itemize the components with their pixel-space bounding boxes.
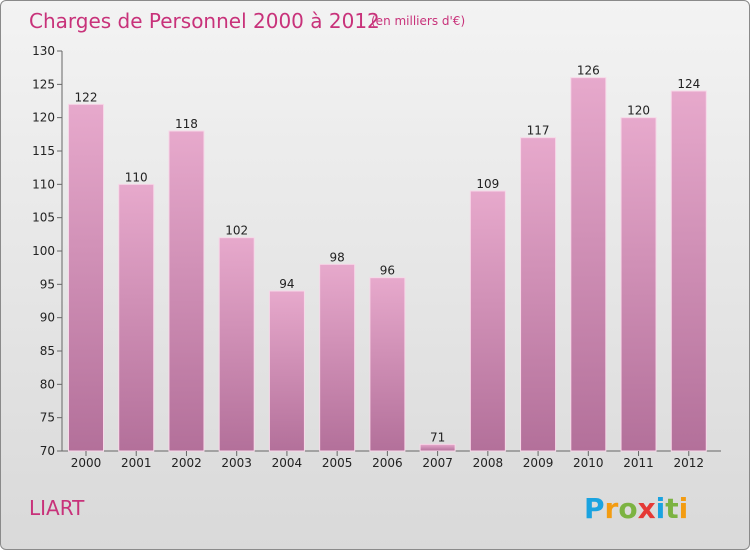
chart-subtitle: (en milliers d'€) [371, 14, 465, 28]
y-tick-label: 95 [40, 277, 55, 291]
value-label-2000: 122 [75, 90, 98, 104]
bar-2012 [670, 90, 707, 452]
commune-name: LIART [29, 496, 85, 520]
y-tick-label: 100 [32, 244, 55, 258]
bar-2001 [118, 183, 155, 452]
y-tick-label: 75 [40, 411, 55, 425]
x-ticks: 2000 2001 2002 2003 2004 2005 2006 2007 2008 2009… [71, 451, 704, 470]
bar-2004 [268, 290, 305, 452]
x-tick-label-2007: 2007 [422, 456, 453, 470]
value-label-2003: 102 [225, 224, 248, 238]
x-tick-label-2000: 2000 [71, 456, 102, 470]
y-tick-label: 85 [40, 344, 55, 358]
x-tick-label-2012: 2012 [673, 456, 704, 470]
svg-text:Proxiti: Proxiti [584, 492, 688, 525]
bars: 122 110 118 102 94 98 96 71 109 117 126 120 124 [68, 64, 707, 452]
x-tick-label-2003: 2003 [221, 456, 252, 470]
y-tick-label: 125 [32, 77, 55, 91]
y-tick-label: 110 [32, 177, 55, 191]
y-tick-label: 105 [32, 211, 55, 225]
y-ticks: 70 75 80 85 90 95 100 105 110 115 120 125 130 [32, 44, 62, 458]
y-tick-label: 130 [32, 44, 55, 58]
y-tick-label: 90 [40, 311, 55, 325]
value-label-2002: 118 [175, 117, 198, 131]
bar-2000 [68, 103, 104, 452]
x-tick-label-2010: 2010 [573, 456, 604, 470]
x-tick-label-2004: 2004 [272, 456, 303, 470]
bar-2002 [168, 130, 205, 452]
value-label-2004: 94 [279, 277, 294, 291]
x-tick-label-2005: 2005 [322, 456, 353, 470]
x-tick-label-2008: 2008 [473, 456, 504, 470]
x-tick-label-2001: 2001 [121, 456, 152, 470]
bar-2006 [369, 277, 406, 452]
y-tick-label: 80 [40, 377, 55, 391]
value-label-2011: 120 [627, 104, 650, 118]
value-label-2006: 96 [380, 264, 395, 278]
value-label-2008: 109 [476, 177, 499, 191]
value-label-2009: 117 [527, 124, 550, 138]
y-tick-label: 120 [32, 111, 55, 125]
bar-2011 [620, 117, 657, 452]
x-tick-label-2009: 2009 [523, 456, 554, 470]
chart-title: Charges de Personnel 2000 à 2012 [29, 9, 380, 33]
x-tick-label-2002: 2002 [171, 456, 202, 470]
bar-2007 [419, 443, 456, 452]
bar-2010 [570, 77, 607, 452]
bar-2005 [319, 263, 356, 452]
value-label-2012: 124 [677, 77, 700, 91]
proxiti-logo: Proxiti [584, 492, 688, 525]
bar-2008 [469, 190, 506, 452]
y-tick-label: 70 [40, 444, 55, 458]
value-label-2010: 126 [577, 64, 600, 78]
bar-2009 [520, 137, 557, 452]
value-label-2005: 98 [330, 250, 345, 264]
x-tick-label-2011: 2011 [623, 456, 654, 470]
x-tick-label-2006: 2006 [372, 456, 403, 470]
value-label-2001: 110 [125, 170, 148, 184]
value-label-2007: 71 [430, 430, 445, 444]
bar-2003 [218, 237, 255, 452]
y-tick-label: 115 [32, 144, 55, 158]
